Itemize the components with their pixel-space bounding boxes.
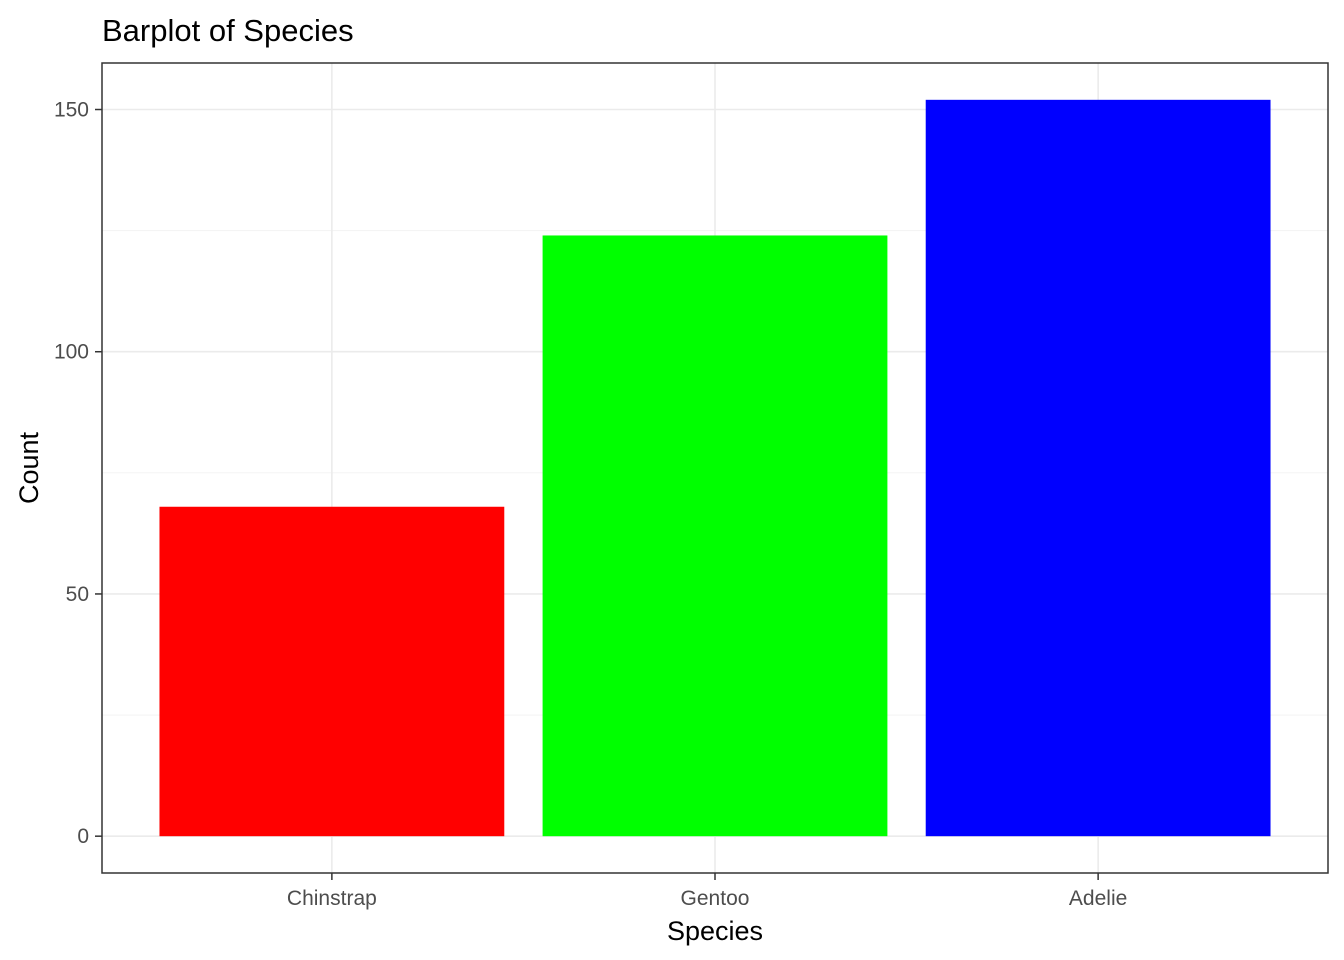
x-axis-title: Species: [667, 916, 763, 946]
y-tick-label: 150: [54, 99, 89, 122]
x-tick-label: Gentoo: [681, 887, 750, 910]
y-tick-label: 0: [77, 825, 89, 848]
bar-layer: [159, 99, 1271, 837]
bar-gentoo: [542, 235, 888, 837]
chart-title: Barplot of Species: [102, 13, 354, 48]
x-axis: Chinstrap Gentoo Adelie: [287, 873, 1127, 910]
y-axis: 0 50 100 150: [54, 99, 102, 848]
y-tick-label: 100: [54, 341, 89, 364]
bar-chinstrap: [159, 506, 505, 837]
x-tick-label: Adelie: [1069, 887, 1127, 910]
x-tick-label: Chinstrap: [287, 887, 377, 910]
y-axis-title: Count: [14, 431, 44, 504]
y-tick-label: 50: [66, 583, 89, 606]
bar-adelie: [925, 99, 1271, 837]
